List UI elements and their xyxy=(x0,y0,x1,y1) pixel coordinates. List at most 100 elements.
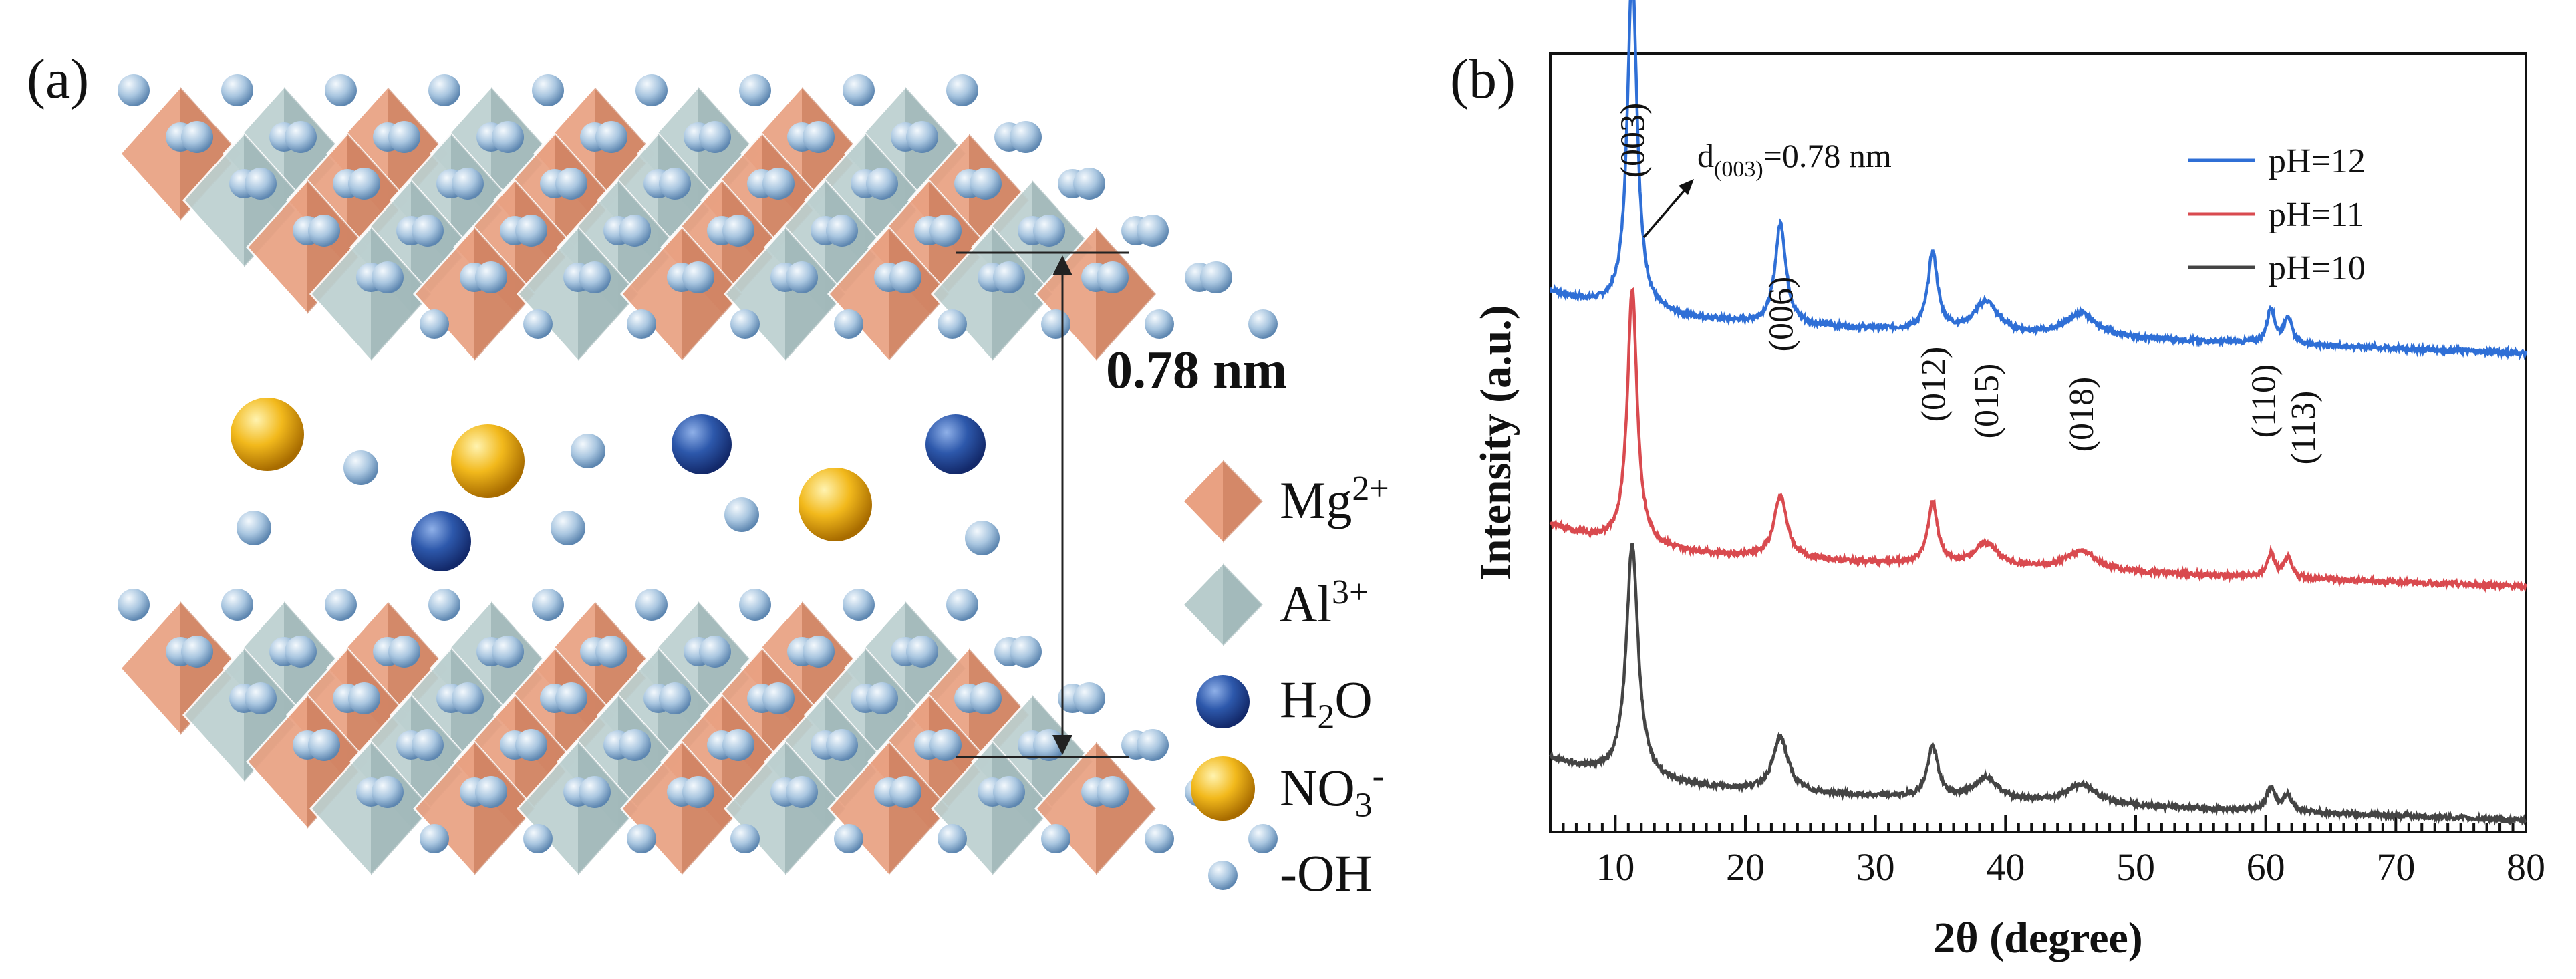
hydroxyl-sphere xyxy=(843,74,875,106)
hydroxyl-sphere xyxy=(308,215,340,247)
hydroxyl-sphere xyxy=(1010,121,1042,153)
legend-h2o-label: H2O xyxy=(1280,670,1373,737)
hydroxyl-sphere xyxy=(181,636,213,668)
hydroxyl-sphere xyxy=(938,824,967,853)
legend-no3-label: NO3- xyxy=(1280,756,1384,825)
hydroxyl-sphere xyxy=(889,776,921,808)
legend-label-base: NO xyxy=(1280,758,1355,817)
hydroxide-layer-bottom xyxy=(118,589,1278,877)
spacing-dimension xyxy=(956,251,1129,758)
water-sphere xyxy=(925,414,986,474)
legend-no3-icon xyxy=(1191,756,1255,821)
hydroxyl-sphere xyxy=(1097,776,1129,808)
hydroxyl-sphere xyxy=(722,215,754,247)
hydroxyl-sphere xyxy=(619,215,651,247)
xrd-chart: 10 20 30 40 50 60 70 80 2θ (degree) Intensity (a.… xyxy=(1471,0,2545,962)
spacing-label: 0.78 nm xyxy=(1106,341,1287,400)
legend-mg-label: Mg2+ xyxy=(1280,469,1389,531)
al-octahedron xyxy=(309,225,433,363)
hydroxyl-sphere xyxy=(428,589,460,621)
hydroxyl-sphere xyxy=(619,729,651,761)
hydroxyl-sphere xyxy=(843,589,875,621)
hydroxyl-sphere xyxy=(906,636,938,668)
hydroxyl-sphere xyxy=(372,776,404,808)
peak-label: (113) xyxy=(2285,391,2323,465)
hydroxyl-sphere xyxy=(452,168,484,200)
hydroxyl-sphere xyxy=(866,168,898,200)
hydroxyl-sphere xyxy=(1010,636,1042,668)
water-sphere xyxy=(411,511,471,571)
hydroxyl-sphere xyxy=(929,215,962,247)
legend-label-subscript: 2 xyxy=(1317,698,1335,736)
hydroxyl-sphere xyxy=(826,729,858,761)
hydroxyl-sphere xyxy=(348,682,380,714)
hydroxyl-sphere xyxy=(635,74,668,106)
hydroxyl-sphere xyxy=(929,729,962,761)
nitrate-sphere xyxy=(231,398,304,471)
hydroxyl-sphere xyxy=(325,74,357,106)
nitrate-sphere xyxy=(799,468,872,541)
hydroxyl-sphere xyxy=(1097,261,1129,293)
hydroxyl-sphere xyxy=(938,309,967,339)
legend-h2o-icon xyxy=(1196,675,1250,728)
hydroxyl-sphere xyxy=(118,74,150,106)
hydroxyl-sphere xyxy=(906,121,938,153)
hydroxyl-sphere xyxy=(1248,309,1278,339)
hydroxyl-sphere xyxy=(1041,824,1070,853)
xrd-panel: (b) 10 20 30 40 50 60 70 80 2θ (degree) Intensity… xyxy=(1430,0,2576,979)
hydroxyl-sphere xyxy=(118,589,150,621)
hydroxyl-sphere xyxy=(1073,168,1105,200)
hydroxyl-sphere xyxy=(523,309,553,339)
hydroxyl-sphere xyxy=(762,168,795,200)
hydroxyl-sphere xyxy=(532,589,564,621)
x-tick-label: 40 xyxy=(1986,845,2025,889)
hydroxyl-sphere xyxy=(1137,729,1169,761)
hydroxyl-sphere xyxy=(834,824,863,853)
hydroxyl-sphere xyxy=(889,261,921,293)
hydroxyl-sphere xyxy=(739,74,771,106)
hydroxyl-sphere xyxy=(803,636,835,668)
hydroxyl-sphere xyxy=(730,824,760,853)
annotation-subscript: (003) xyxy=(1714,157,1763,182)
hydroxyl-sphere xyxy=(1200,261,1232,293)
hydroxyl-sphere xyxy=(237,511,271,545)
hydroxyl-sphere xyxy=(682,261,714,293)
hydroxyl-sphere xyxy=(834,309,863,339)
hydroxyl-sphere xyxy=(420,309,449,339)
legend-label-superscript: - xyxy=(1372,757,1384,795)
hydroxyl-sphere xyxy=(555,682,587,714)
hydroxyl-sphere xyxy=(699,121,731,153)
al-octahedron xyxy=(309,740,433,877)
hydroxyl-sphere xyxy=(551,511,585,545)
hydroxyl-sphere xyxy=(348,168,380,200)
hydroxyl-sphere xyxy=(1073,682,1105,714)
hydroxyl-sphere xyxy=(946,74,978,106)
plot-frame xyxy=(1549,52,2527,833)
legend-label-superscript: 2+ xyxy=(1352,470,1389,508)
hydroxyl-sphere xyxy=(245,168,277,200)
hydroxyl-sphere xyxy=(659,682,691,714)
legend-al-label: Al3+ xyxy=(1280,573,1369,634)
annotation-arrow xyxy=(1642,186,1689,239)
hydroxyl-sphere xyxy=(412,215,444,247)
structure-legend xyxy=(1181,458,1265,890)
hydroxyl-sphere xyxy=(762,682,795,714)
hydroxyl-sphere xyxy=(523,824,553,853)
hydroxyl-sphere xyxy=(724,497,759,532)
hydroxyl-sphere xyxy=(412,729,444,761)
legend-label-subscript: 3 xyxy=(1354,786,1373,825)
legend-label-base: -OH xyxy=(1280,844,1373,902)
hydroxyl-sphere xyxy=(595,636,627,668)
legend-label-tail: O xyxy=(1334,670,1373,728)
x-tick-label: 60 xyxy=(2247,845,2285,889)
x-tick-label: 30 xyxy=(1856,845,1895,889)
hydroxyl-sphere xyxy=(475,261,507,293)
annotation-prefix: d xyxy=(1697,137,1714,174)
legend-al-icon xyxy=(1181,561,1265,648)
hydroxyl-sphere xyxy=(627,309,656,339)
legend-label-superscript: 3+ xyxy=(1332,573,1369,611)
hydroxyl-sphere xyxy=(1041,309,1070,339)
hydroxyl-sphere xyxy=(627,824,656,853)
hydroxyl-sphere xyxy=(946,589,978,621)
panel-b-label: (b) xyxy=(1450,48,1516,110)
